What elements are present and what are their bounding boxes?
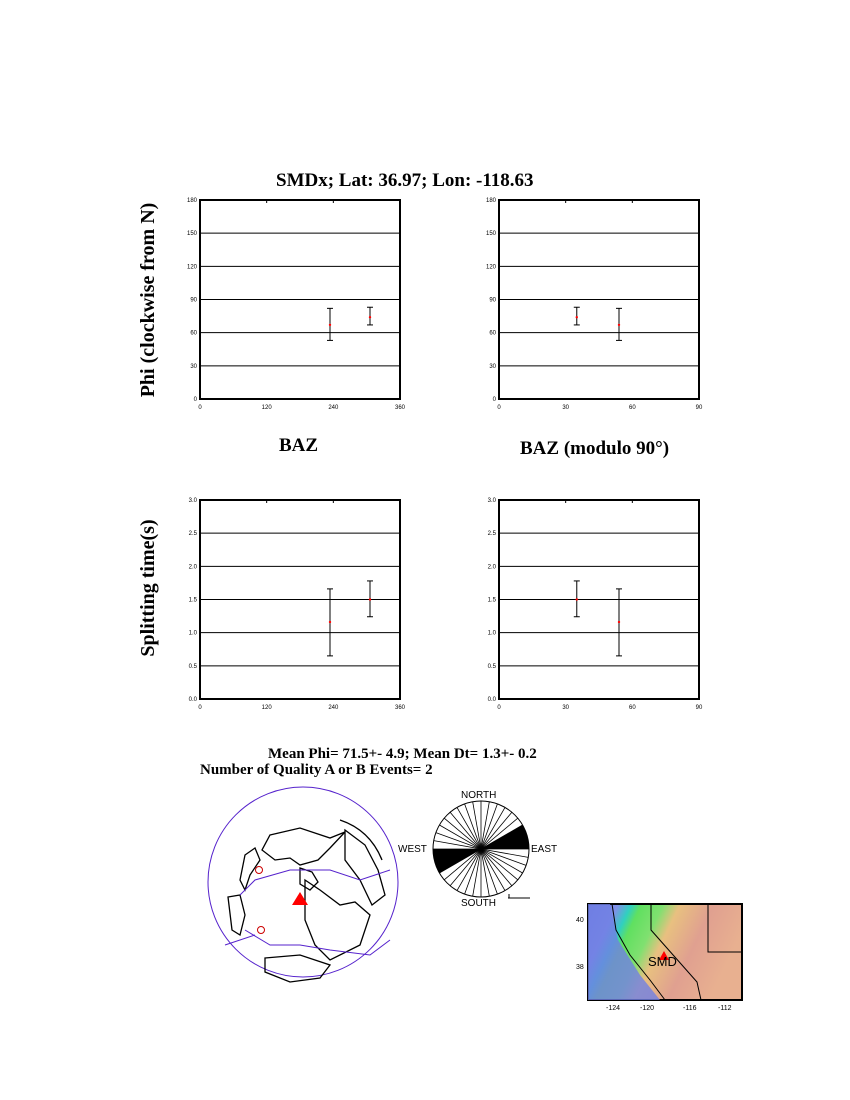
x-tick-label: 0 <box>198 405 202 411</box>
data-point <box>368 598 372 601</box>
inset-xtick: -124 <box>606 1005 620 1012</box>
plate-boundaries <box>224 869 391 956</box>
summary-mean: Mean Phi= 71.5+- 4.9; Mean Dt= 1.3+- 0.2 <box>268 746 537 762</box>
inset-ytick: 38 <box>576 964 584 971</box>
x-axis-label-baz: BAZ <box>279 435 319 456</box>
inset-borders <box>611 903 742 1001</box>
rose-label-north: NORTH <box>461 790 497 801</box>
rose-outline <box>432 800 530 898</box>
rose-label-west: WEST <box>398 844 427 855</box>
globe-outline <box>207 786 399 978</box>
rose-label-east: EAST <box>531 844 558 855</box>
x-tick-label: 30 <box>562 405 569 411</box>
y-tick-label: 1.5 <box>488 598 497 604</box>
y-tick-label: 1.0 <box>189 631 198 637</box>
x-tick-label: 0 <box>497 705 501 711</box>
phi-vs-baz-mod90-plot: 0 30 60 90 120 150 180 0 30 60 90 <box>486 198 703 411</box>
plot-frame <box>498 499 700 700</box>
station-triangle-icon <box>292 892 308 905</box>
y-tick-label: 0.5 <box>488 664 497 670</box>
x-tick-label: 0 <box>497 405 501 411</box>
data-point <box>617 620 621 624</box>
event-marker <box>255 866 263 874</box>
y-tick-label: 2.5 <box>189 531 198 537</box>
summary-count: Number of Quality A or B Events= 2 <box>200 762 433 778</box>
y-tick-label: 0 <box>493 397 497 403</box>
x-tick-label: 240 <box>328 705 339 711</box>
inset-ytick: 40 <box>576 917 584 924</box>
x-tick-label: 60 <box>629 405 636 411</box>
dt-vs-baz-mod90-plot: 0.0 0.5 1.0 1.5 2.0 2.5 3.0 0 30 60 90 <box>488 498 703 711</box>
y-tick-label: 180 <box>187 198 198 204</box>
plot-frame <box>199 199 401 400</box>
data-point <box>575 598 578 601</box>
y-tick-label: 150 <box>486 231 497 237</box>
x-tick-label: 120 <box>262 705 273 711</box>
y-tick-label: 0 <box>194 397 198 403</box>
y-tick-label: 180 <box>486 198 497 204</box>
figure-title: SMDx; Lat: 36.97; Lon: -118.63 <box>276 170 534 191</box>
inset-ocean <box>588 904 660 1000</box>
y-tick-label: 90 <box>190 298 197 304</box>
data-point <box>368 315 372 319</box>
dt-vs-baz-plot: 0.0 0.5 1.0 1.5 2.0 2.5 3.0 0 120 240 360 <box>189 498 406 711</box>
x-tick-label: 0 <box>198 705 202 711</box>
y-tick-label: 150 <box>187 231 198 237</box>
y-tick-label: 60 <box>489 331 496 337</box>
x-tick-label: 360 <box>395 705 406 711</box>
y-tick-label: 3.0 <box>189 498 198 504</box>
data-point <box>617 323 621 327</box>
y-tick-label: 90 <box>489 298 496 304</box>
plot-frame <box>498 199 700 400</box>
y-tick-label: 120 <box>486 264 497 270</box>
y-tick-label: 30 <box>190 364 197 370</box>
inset-xtick: -120 <box>640 1005 654 1012</box>
y-tick-label: 2.0 <box>488 564 497 570</box>
x-tick-label: 60 <box>629 705 636 711</box>
event-marker <box>257 926 265 934</box>
x-tick-label: 120 <box>262 405 273 411</box>
y-tick-label: 2.5 <box>488 531 497 537</box>
y-tick-label: 0.0 <box>189 697 198 703</box>
phi-vs-baz-plot: 0 30 60 90 120 150 180 0 120 240 360 <box>187 198 406 411</box>
y-tick-label: 60 <box>190 331 197 337</box>
y-tick-label: 2.0 <box>189 564 198 570</box>
x-axis-label-baz-mod90: BAZ (modulo 90°) <box>520 438 670 459</box>
inset-station-label: SMD <box>648 954 677 969</box>
y-tick-label: 120 <box>187 264 198 270</box>
y-tick-label: 1.0 <box>488 631 497 637</box>
y-tick-label: 3.0 <box>488 498 497 504</box>
x-tick-label: 240 <box>328 405 339 411</box>
x-tick-label: 30 <box>562 705 569 711</box>
y-tick-label: 0.5 <box>189 664 198 670</box>
plot-frame <box>199 499 401 700</box>
y-tick-label: 0.0 <box>488 697 497 703</box>
rose-label-south: SOUTH <box>461 898 496 909</box>
y-tick-label: 1.5 <box>189 598 198 604</box>
station-triangle-icon <box>659 951 669 960</box>
inset-xtick: -112 <box>718 1005 732 1012</box>
y-tick-label: 30 <box>489 364 496 370</box>
data-point <box>328 323 332 327</box>
rose-spoke <box>472 801 490 897</box>
x-tick-label: 90 <box>696 705 703 711</box>
inset-xtick: -116 <box>683 1005 697 1012</box>
x-tick-label: 360 <box>395 405 406 411</box>
data-point <box>328 620 332 624</box>
data-point <box>575 315 578 319</box>
globe-coastlines <box>227 819 386 983</box>
x-tick-label: 90 <box>696 405 703 411</box>
